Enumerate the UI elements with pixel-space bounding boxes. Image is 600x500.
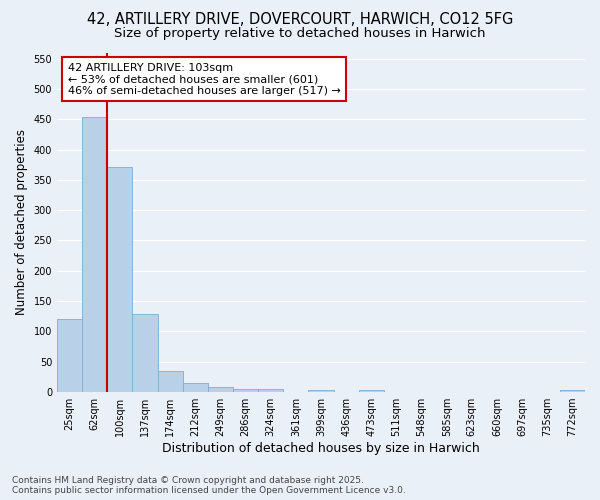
Text: 42, ARTILLERY DRIVE, DOVERCOURT, HARWICH, CO12 5FG: 42, ARTILLERY DRIVE, DOVERCOURT, HARWICH… xyxy=(87,12,513,28)
Bar xyxy=(233,389,258,392)
Y-axis label: Number of detached properties: Number of detached properties xyxy=(15,130,28,316)
Bar xyxy=(133,314,158,392)
Text: Size of property relative to detached houses in Harwich: Size of property relative to detached ho… xyxy=(114,28,486,40)
Bar xyxy=(158,371,183,392)
Bar xyxy=(208,386,233,392)
Bar xyxy=(82,117,107,392)
Text: Contains HM Land Registry data © Crown copyright and database right 2025.
Contai: Contains HM Land Registry data © Crown c… xyxy=(12,476,406,495)
Bar xyxy=(308,390,334,392)
Bar xyxy=(258,389,283,392)
Bar xyxy=(183,383,208,392)
Bar xyxy=(359,390,384,392)
Bar xyxy=(560,390,585,392)
Text: 42 ARTILLERY DRIVE: 103sqm
← 53% of detached houses are smaller (601)
46% of sem: 42 ARTILLERY DRIVE: 103sqm ← 53% of deta… xyxy=(68,62,340,96)
X-axis label: Distribution of detached houses by size in Harwich: Distribution of detached houses by size … xyxy=(162,442,480,455)
Bar xyxy=(57,320,82,392)
Bar xyxy=(107,166,133,392)
